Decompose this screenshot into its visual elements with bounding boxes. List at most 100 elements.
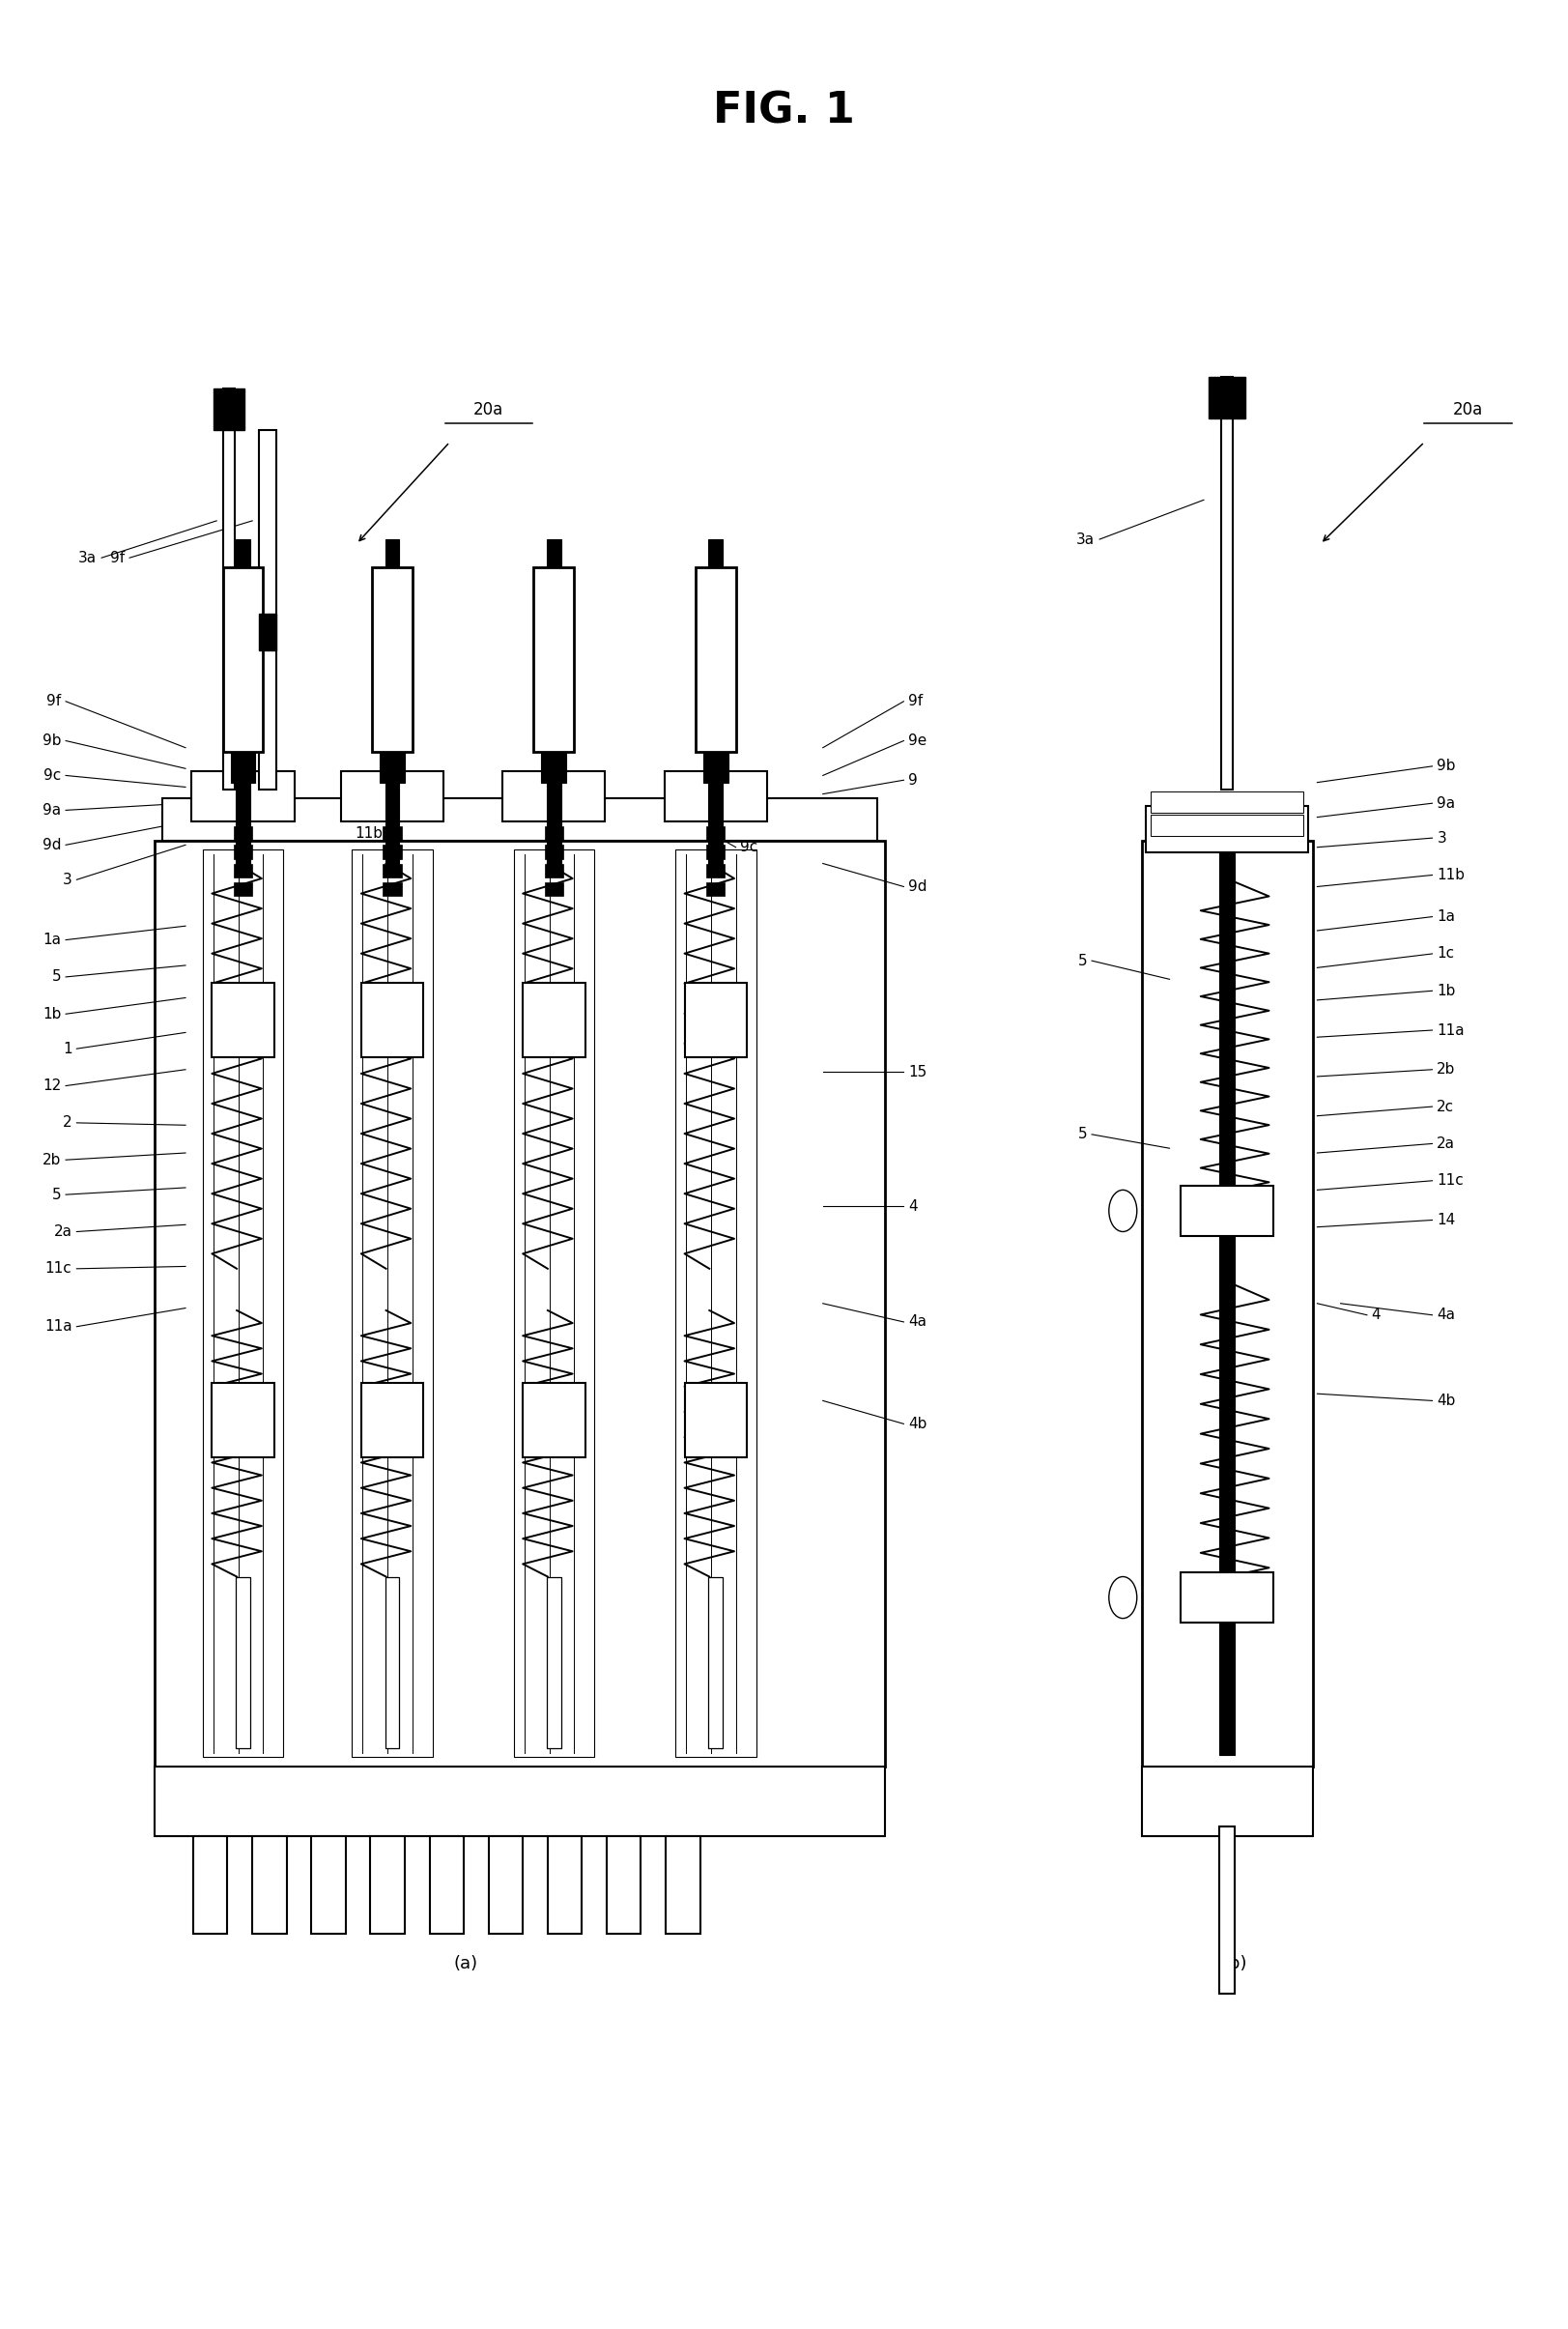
Bar — [607, 1835, 641, 1933]
Bar — [351, 850, 433, 1758]
Text: 1: 1 — [63, 1041, 72, 1055]
Bar — [709, 1577, 723, 1749]
Text: 2b: 2b — [42, 1153, 61, 1167]
Text: 9f: 9f — [110, 550, 125, 566]
Bar — [706, 864, 724, 878]
Text: 4a: 4a — [1436, 1309, 1455, 1323]
Bar — [544, 827, 563, 841]
Bar — [513, 850, 594, 1758]
Bar — [223, 566, 263, 752]
Bar — [234, 845, 252, 859]
Text: 4b: 4b — [908, 1416, 927, 1430]
Bar — [1142, 1768, 1312, 1835]
Bar — [213, 389, 245, 431]
Bar — [702, 752, 728, 783]
Text: 5: 5 — [1077, 1127, 1087, 1141]
Bar — [547, 540, 561, 876]
Bar — [230, 752, 256, 783]
Text: 5: 5 — [52, 969, 61, 985]
Text: 3a: 3a — [1077, 531, 1094, 547]
Bar — [1181, 1185, 1273, 1237]
Text: 9f: 9f — [908, 694, 924, 708]
Text: (a): (a) — [453, 1954, 477, 1973]
Bar — [1221, 377, 1232, 790]
Text: 9a: 9a — [1436, 797, 1455, 810]
Text: 12: 12 — [42, 1078, 61, 1092]
Text: 9b: 9b — [42, 734, 61, 748]
Bar — [361, 983, 423, 1057]
Bar — [162, 799, 877, 841]
Bar — [193, 1835, 227, 1933]
Bar — [1209, 377, 1245, 419]
Bar — [685, 983, 746, 1057]
Bar — [544, 845, 563, 859]
Bar — [1220, 852, 1236, 1756]
Text: 11b: 11b — [354, 827, 383, 841]
Bar — [706, 845, 724, 859]
Bar — [223, 389, 235, 790]
Bar — [234, 864, 252, 878]
Bar — [370, 1835, 405, 1933]
Bar — [706, 827, 724, 841]
Text: 9b: 9b — [1436, 759, 1455, 773]
Text: 3: 3 — [1436, 831, 1446, 845]
Bar — [706, 883, 724, 897]
Text: 11a: 11a — [1436, 1022, 1465, 1036]
Text: 9a: 9a — [42, 804, 61, 817]
Text: 20a: 20a — [1454, 401, 1483, 419]
Bar — [666, 1835, 699, 1933]
Bar — [665, 771, 767, 822]
Text: 14: 14 — [1436, 1213, 1455, 1227]
Text: 4: 4 — [908, 1199, 917, 1213]
Text: 9d: 9d — [42, 838, 61, 852]
Bar — [154, 841, 884, 1768]
Text: 2a: 2a — [53, 1225, 72, 1239]
Bar — [676, 850, 756, 1758]
Bar — [541, 752, 566, 783]
Bar — [522, 983, 585, 1057]
Text: 11b: 11b — [1436, 869, 1465, 883]
Bar — [1142, 841, 1312, 1768]
Text: 3a: 3a — [78, 550, 97, 566]
Bar — [386, 1577, 400, 1749]
Bar — [191, 771, 295, 822]
Bar — [234, 883, 252, 897]
Text: 1a: 1a — [42, 932, 61, 948]
Bar — [1146, 806, 1308, 852]
Text: 20a: 20a — [474, 401, 503, 419]
Bar — [522, 1383, 585, 1458]
Bar — [252, 1835, 287, 1933]
Bar — [547, 1577, 561, 1749]
Bar — [259, 613, 276, 650]
Text: 5: 5 — [52, 1188, 61, 1202]
Text: 4: 4 — [1372, 1309, 1381, 1323]
Text: 4a: 4a — [908, 1314, 927, 1330]
Text: 2a: 2a — [1436, 1137, 1455, 1151]
Bar — [202, 850, 284, 1758]
Text: 9c: 9c — [740, 841, 757, 855]
Bar — [386, 540, 400, 876]
Bar — [1220, 1826, 1236, 1994]
Text: 4b: 4b — [1436, 1393, 1455, 1409]
Bar — [383, 827, 401, 841]
Bar — [1181, 1572, 1273, 1623]
Text: 15: 15 — [908, 1064, 927, 1078]
Text: 2b: 2b — [1436, 1062, 1455, 1076]
Bar — [1151, 815, 1303, 836]
Bar — [1151, 792, 1303, 813]
Text: 5: 5 — [1077, 953, 1087, 969]
Text: 11a: 11a — [44, 1318, 72, 1335]
Bar — [212, 1383, 274, 1458]
Text: 1c: 1c — [1436, 946, 1455, 962]
Bar — [312, 1835, 345, 1933]
Bar — [383, 864, 401, 878]
Bar — [430, 1835, 464, 1933]
Text: 1b: 1b — [1436, 983, 1455, 999]
Bar — [547, 1835, 582, 1933]
Text: 1b: 1b — [42, 1006, 61, 1020]
Bar — [489, 1835, 522, 1933]
Bar — [685, 1383, 746, 1458]
Bar — [544, 864, 563, 878]
Text: 9: 9 — [908, 773, 917, 787]
Bar — [379, 752, 405, 783]
